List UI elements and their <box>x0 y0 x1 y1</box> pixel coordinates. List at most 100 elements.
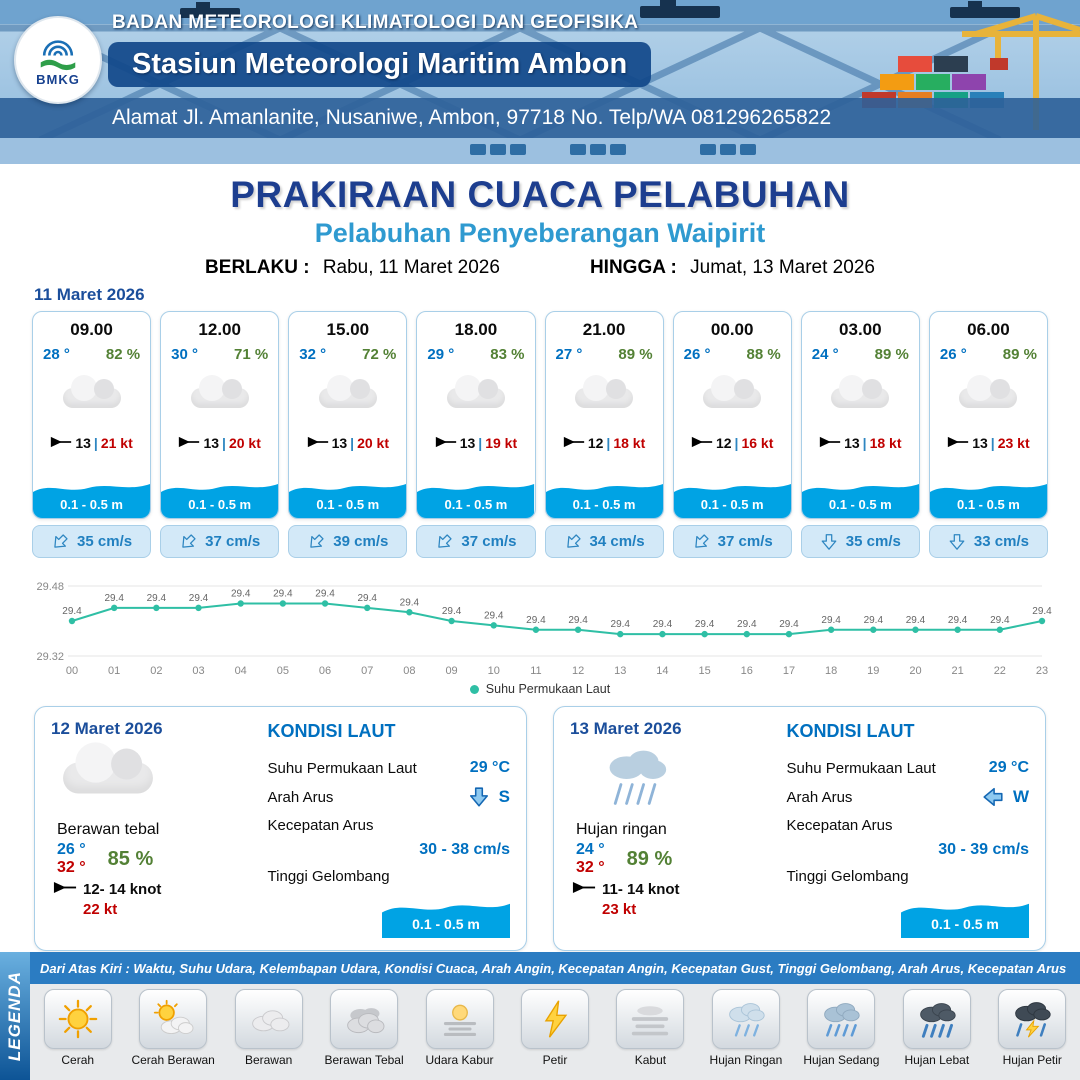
current-speed: 35 cm/s <box>77 533 133 550</box>
svg-text:29.4: 29.4 <box>273 589 293 600</box>
current-speed-label: Kecepatan Arus <box>786 817 893 834</box>
forecast-column: 12.00 30 ° 71 % 13 | 20 kt 0.1 - 0.5 m <box>160 311 280 558</box>
svg-text:29.4: 29.4 <box>611 619 631 630</box>
thunderstorm-icon <box>998 989 1067 1049</box>
current-direction-icon <box>821 533 837 550</box>
wind-barb-icon <box>435 435 457 451</box>
station-name: Stasiun Meteorologi Maritim Ambon <box>132 48 628 80</box>
svg-text:29.4: 29.4 <box>526 615 546 626</box>
current-box: 33 cm/s <box>928 525 1048 558</box>
sst-label: Suhu Permukaan Laut <box>267 759 417 777</box>
wind-speed: 12 <box>715 435 732 451</box>
bmkg-emblem-icon <box>40 40 76 71</box>
sst-value: 29 °C <box>988 759 1029 776</box>
forecast-time: 03.00 <box>839 320 882 339</box>
current-direction-letter: S <box>498 787 510 806</box>
forecast-column: 03.00 24 ° 89 % 13 | 18 kt 0.1 - 0.5 m <box>800 311 920 558</box>
current-direction-label: Arah Arus <box>267 788 334 806</box>
current-speed: 37 cm/s <box>205 533 261 550</box>
sst-chart-section: 29.48 29.32 29.4 00 29.4 01 29.4 02 29.4 03 29.4 04… <box>0 566 1080 696</box>
air-temperature: 29 ° <box>427 346 455 363</box>
bmkg-logo-text: BMKG <box>36 72 80 87</box>
wind-barb-icon <box>178 435 200 451</box>
cloudy-icon <box>802 371 919 425</box>
wave-height-box: 0.1 - 0.5 m <box>382 891 510 938</box>
wind-gust: 18 kt <box>613 435 646 451</box>
current-box: 37 cm/s <box>672 525 792 558</box>
agency-name: BADAN METEOROLOGI KLIMATOLOGI DAN GEOFIS… <box>112 12 639 33</box>
humidity: 71 % <box>234 346 269 363</box>
air-temperature: 26 ° <box>939 346 967 363</box>
current-direction-icon <box>566 533 581 548</box>
daily-card: 12 Maret 2026 Berawan tebal 26 ° 32 ° 85… <box>34 706 527 951</box>
legend-icons-row: Cerah <box>30 984 1080 1080</box>
current-speed: 33 cm/s <box>973 533 1029 550</box>
current-speed: 34 cm/s <box>589 533 645 550</box>
bmkg-logo: BMKG <box>14 16 102 104</box>
air-temperature: 28 ° <box>43 346 70 363</box>
forecast-column: 21.00 27 ° 89 % 12 | 18 kt 0.1 - 0.5 m <box>544 311 664 558</box>
validity-row: BERLAKU : Rabu, 11 Maret 2026 HINGGA : J… <box>0 257 1080 279</box>
humidity: 72 % <box>362 346 397 363</box>
temp-max: 32 ° <box>576 859 605 876</box>
legend-band: LEGENDA <box>0 952 30 1080</box>
current-box: 35 cm/s <box>800 525 920 558</box>
sea-surface-temperature-chart: 29.48 29.32 29.4 00 29.4 01 29.4 02 29.4 03 29.4 04… <box>36 581 1052 677</box>
svg-text:29.4: 29.4 <box>484 610 504 621</box>
svg-text:29.4: 29.4 <box>62 606 82 617</box>
current-direction-icon <box>694 533 709 548</box>
daily-wind: 12- 14 knot <box>53 881 258 898</box>
page-subtitle: Pelabuhan Penyeberangan Waipirit <box>314 218 766 248</box>
wave-height-band: 0.1 - 0.5 m <box>545 472 663 518</box>
cloudy-icon <box>33 371 150 425</box>
daily-condition: Berawan tebal <box>57 821 160 838</box>
legend-item: Hujan Lebat <box>892 989 982 1067</box>
valid-from: BERLAKU : Rabu, 11 Maret 2026 <box>205 257 500 279</box>
wind-separator: | <box>606 435 611 451</box>
svg-text:29.4: 29.4 <box>779 619 799 630</box>
daily-date: 13 Maret 2026 <box>570 719 682 738</box>
current-box: 35 cm/s <box>32 525 152 558</box>
daily-condition: Hujan ringan <box>576 821 667 838</box>
forecast-column: 18.00 29 ° 83 % 13 | 19 kt 0.1 - 0.5 m <box>416 311 536 558</box>
valid-to: HINGGA : Jumat, 13 Maret 2026 <box>590 257 875 279</box>
cloudy-icon <box>289 371 406 425</box>
valid-to-label: HINGGA : <box>589 257 677 278</box>
sea-conditions: KONDISI LAUT Suhu Permukaan Laut 29 °C A… <box>777 719 1029 938</box>
wind-barb-icon <box>563 435 585 451</box>
wind-speed: 13 <box>75 435 91 451</box>
wind-row: 12 | 16 kt <box>674 435 791 451</box>
svg-text:29.4: 29.4 <box>737 619 757 630</box>
wind-gust: 16 kt <box>741 435 774 451</box>
svg-text:23: 23 <box>1036 665 1048 677</box>
lightning-icon <box>520 989 589 1049</box>
forecast-time: 09.00 <box>70 320 113 339</box>
daily-weather: 12 Maret 2026 Berawan tebal 26 ° 32 ° 85… <box>51 719 258 938</box>
wave-height-band: 0.1 - 0.5 m <box>673 472 791 518</box>
svg-text:29.4: 29.4 <box>990 615 1010 626</box>
legend-item: Cerah <box>33 989 123 1067</box>
svg-text:21: 21 <box>952 665 964 677</box>
svg-text:29.4: 29.4 <box>948 615 968 626</box>
svg-text:29.4: 29.4 <box>442 606 462 617</box>
wind-row: 13 | 18 kt <box>802 435 919 451</box>
wind-barb-icon <box>572 881 596 898</box>
sst-value: 29 °C <box>469 759 510 776</box>
light-rain-icon <box>598 745 777 811</box>
current-direction-label: Arah Arus <box>786 788 853 806</box>
forecast-cards-row: 09.00 28 ° 82 % 13 | 21 kt 0.1 - 0.5 m <box>32 311 1048 558</box>
legend-label: Berawan Tebal <box>324 1053 404 1067</box>
cloudy-icon <box>234 989 303 1049</box>
svg-text:15: 15 <box>698 665 710 677</box>
air-temperature: 32 ° <box>299 346 327 363</box>
forecast-time: 12.00 <box>198 320 241 339</box>
svg-text:18: 18 <box>825 665 837 677</box>
light-rain-icon <box>711 989 780 1049</box>
wind-barb-icon <box>947 435 969 451</box>
current-direction-icon <box>949 533 965 550</box>
svg-text:29.4: 29.4 <box>906 615 926 626</box>
chart-legend: Suhu Permukaan Laut <box>26 682 1054 696</box>
humidity: 89 % <box>618 346 653 363</box>
forecast-card: 12.00 30 ° 71 % 13 | 20 kt 0.1 - 0.5 m <box>160 311 280 519</box>
wave-height-label: Tinggi Gelombang <box>786 868 909 885</box>
